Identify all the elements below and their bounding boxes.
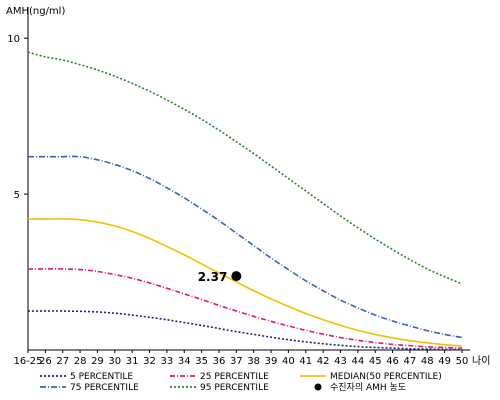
legend-label: 5 PERCENTILE: [70, 372, 133, 382]
legend-label: MEDIAN(50 PERCENTILE): [330, 372, 442, 382]
x-tick-label: 48: [421, 356, 434, 367]
x-tick-label: 31: [126, 356, 139, 367]
x-tick-label: 35: [195, 356, 208, 367]
x-tick-label: 32: [143, 356, 156, 367]
series-layer: [27, 51, 463, 351]
legend-label: 수진자의 AMH 농도: [330, 382, 406, 393]
x-tick-label: 36: [213, 356, 226, 367]
legend-label: 25 PERCENTILE: [200, 372, 269, 382]
series-line-25-percentile: [27, 268, 463, 349]
x-tick-label: 26: [39, 356, 52, 367]
legend-item: 수진자의 AMH 농도: [314, 382, 406, 393]
x-tick-label: 47: [404, 356, 417, 367]
point-layer: 2.37: [198, 270, 242, 284]
legend-item: MEDIAN(50 PERCENTILE): [300, 372, 442, 382]
legend-item: 75 PERCENTILE: [40, 383, 139, 393]
legend-item: 25 PERCENTILE: [170, 372, 269, 382]
x-tick-label: 43: [334, 356, 347, 367]
x-tick-label: 37: [230, 356, 243, 367]
x-tick-label: 38: [247, 356, 260, 367]
legend-label: 95 PERCENTILE: [200, 383, 269, 393]
x-tick-label: 41: [299, 356, 312, 367]
x-tick-label: 50: [456, 356, 469, 367]
y-axis-label: AMH(ng/ml): [6, 6, 65, 17]
x-tick-label: 29: [91, 356, 104, 367]
y-tick-label: 10: [7, 34, 20, 45]
series-line-5-percentile: [27, 310, 463, 351]
x-tick-label: 39: [265, 356, 278, 367]
x-tick-label: 49: [438, 356, 451, 367]
legend-item: 95 PERCENTILE: [170, 383, 269, 393]
legend-item: 5 PERCENTILE: [40, 372, 133, 382]
x-tick-label: 28: [74, 356, 87, 367]
x-tick-label: 46: [386, 356, 399, 367]
series-line-75-percentile: [27, 155, 463, 339]
x-tick-label: 45: [369, 356, 382, 367]
x-tick-label: 34: [178, 356, 191, 367]
x-tick-label: 16-25: [13, 356, 42, 367]
patient-amh-value-label: 2.37: [198, 270, 228, 284]
x-tick-label: 40: [282, 356, 295, 367]
x-tick-label: 42: [317, 356, 330, 367]
x-axis-label: 나이: [472, 355, 490, 367]
x-tick-label: 44: [351, 356, 364, 367]
x-tick-label: 30: [108, 356, 121, 367]
x-tick-label: 27: [56, 356, 69, 367]
legend-dot-marker: [314, 383, 322, 391]
series-line-95-percentile: [27, 51, 463, 285]
legend-label: 75 PERCENTILE: [70, 383, 139, 393]
y-tick-label: 5: [14, 190, 20, 201]
legend: 5 PERCENTILE 25 PERCENTILE MEDIAN(50 PERCE…: [40, 372, 442, 393]
series-line-median-50-percentile: [27, 218, 463, 347]
x-tick-label: 33: [161, 356, 174, 367]
patient-amh-point: [231, 271, 242, 282]
